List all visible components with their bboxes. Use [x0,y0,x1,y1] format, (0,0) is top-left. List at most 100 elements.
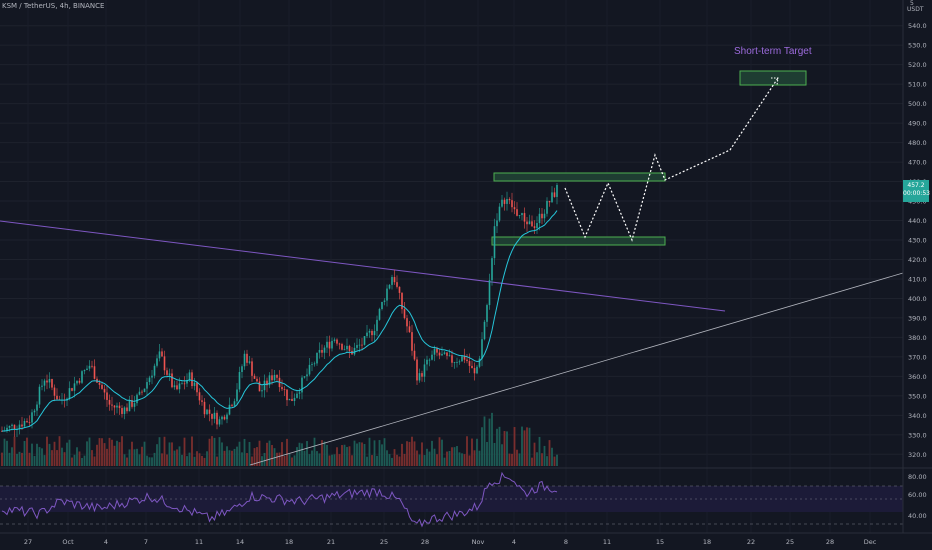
candle-body [48,378,51,383]
volume-bar [273,448,276,466]
volume-bar [208,438,211,466]
volume-bars [1,412,558,466]
volume-bar [361,442,363,466]
volume-bar [551,447,553,466]
resistance-trendline[interactable] [0,220,726,312]
resistance-box[interactable] [493,172,666,182]
volume-bar [156,444,158,466]
volume-bar [491,412,493,466]
volume-bar [176,449,178,466]
timeframe-label: 4h [59,2,69,10]
candle-body [261,390,263,392]
price-tick: 420.0 [908,256,927,264]
time-axis[interactable]: 27 Oct 4 7 11 14 18 21 25 28 Nov 4 8 11 15 18 22 25 28 Dec [24,538,877,546]
candle-body [193,382,196,387]
volume-bar [376,455,378,466]
volume-bar [496,428,498,466]
volume-bar [41,448,43,466]
volume-bar [323,441,326,466]
volume-bar [528,427,531,466]
volume-bar [143,441,146,466]
candle-body [413,350,416,360]
target-annotation[interactable]: Short-term Target [734,46,812,57]
volume-bar [278,452,281,466]
candle-body [313,363,316,365]
volume-bar [161,453,163,466]
volume-bar [1,452,3,466]
volume-bar [418,454,421,466]
candle-body [418,373,421,381]
volume-bar [86,441,88,466]
price-tick: 320.0 [908,451,927,459]
time-label: 25 [786,538,794,546]
volume-bar [531,457,533,466]
candle-body [391,276,393,285]
candle-body [11,424,13,426]
price-tick: 520.0 [908,61,927,69]
volume-bar [203,457,206,466]
candle-body [56,395,58,400]
candle-body [171,373,173,388]
price-tick: 440.0 [908,217,927,225]
candle-body [503,199,506,204]
candlesticks [1,183,558,437]
candle-body [201,400,203,402]
candle-body [81,371,83,383]
volume-bar [153,452,156,466]
support-box[interactable] [491,236,666,246]
candle-body [133,403,136,407]
candle-body [321,349,323,353]
volume-bar [488,418,491,466]
volume-bar [368,437,371,466]
price-axis[interactable]: 540.0 530.0 520.0 510.0 500.0 490.0 480.0 470.0… [908,22,927,459]
volume-bar [443,457,446,466]
price-tick: 470.0 [908,159,927,167]
candle-body [241,366,243,373]
volume-bar [451,447,453,466]
symbol-header[interactable]: KSM / TetherUS, 4h, BINANCE [2,2,104,10]
candle-body [88,365,91,369]
candle-body [138,391,141,395]
volume-bar [113,445,116,466]
volume-bar [223,450,226,466]
candle-body [453,362,456,364]
volume-bar [343,444,346,466]
time-label: 18 [285,538,293,546]
volume-bar [553,456,556,466]
volume-bar [466,436,468,466]
volume-bar [428,451,431,466]
trendlines[interactable] [0,220,904,466]
volume-bar [216,456,218,466]
candle-body [406,318,408,327]
candle-body [531,221,533,227]
candle-body [176,385,178,390]
time-label: 28 [421,538,429,546]
volume-bar [263,452,266,466]
candle-body [163,356,166,371]
volume-bar [348,446,351,466]
candle-body [208,409,211,414]
candle-body [428,359,431,361]
candle-body [268,375,271,386]
volume-bar [171,442,173,466]
volume-bar [381,444,383,466]
volume-bar [328,455,331,466]
volume-bar [511,453,513,466]
candle-body [13,424,16,430]
candle-body [468,361,471,366]
rsi-panel[interactable]: 80.00 60.00 40.00 [0,467,932,528]
target-box[interactable] [739,70,807,86]
support-trendline[interactable] [249,272,904,466]
volume-bar [248,441,251,466]
candle-body [366,332,368,337]
price-tick: 400.0 [908,295,927,303]
zone-boxes[interactable] [491,70,807,246]
projection-path[interactable] [564,77,779,242]
volume-bar [78,451,81,466]
candle-body [188,372,191,381]
volume-bar [238,441,241,466]
candle-body [316,352,318,364]
candle-body [298,392,301,394]
